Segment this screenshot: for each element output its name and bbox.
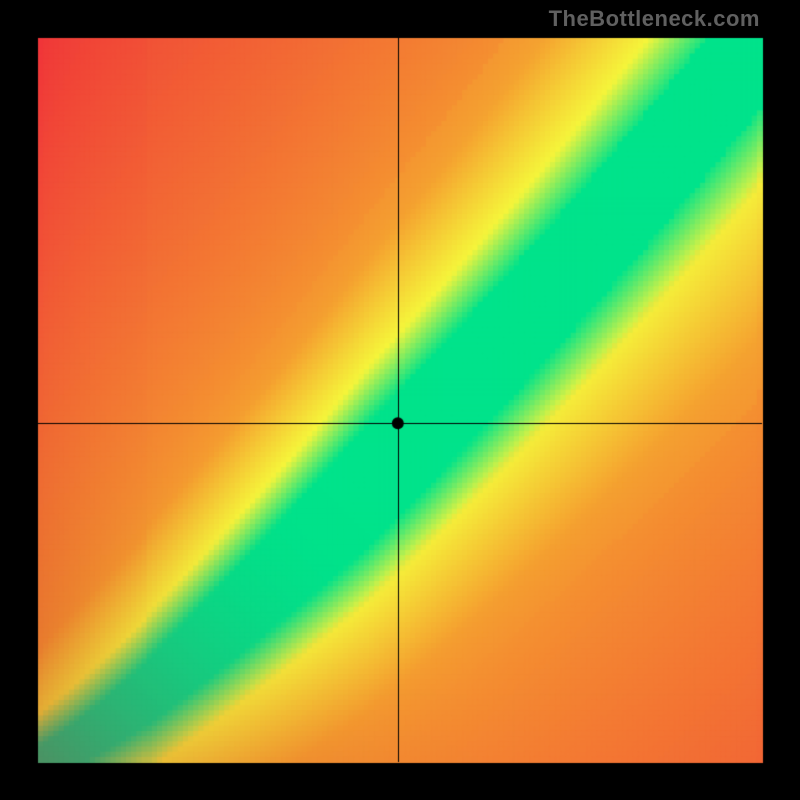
watermark-text: TheBottleneck.com (549, 6, 760, 32)
heatmap-canvas (0, 0, 800, 800)
chart-container: TheBottleneck.com (0, 0, 800, 800)
